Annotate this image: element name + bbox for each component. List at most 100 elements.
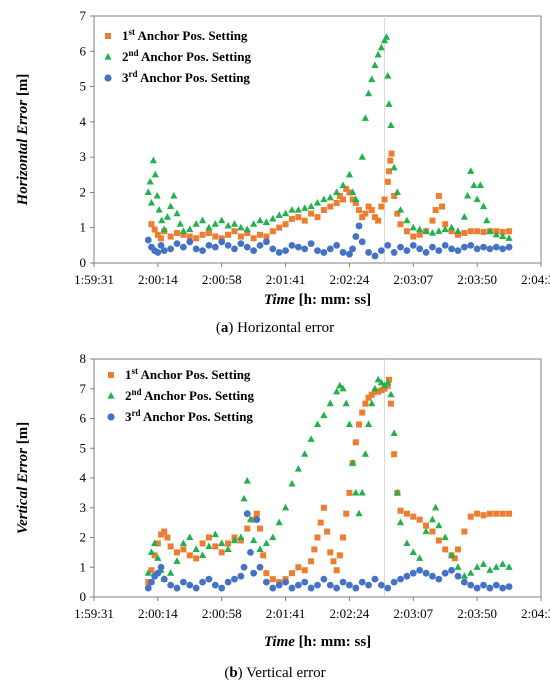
data-point bbox=[237, 537, 244, 544]
data-point bbox=[224, 241, 232, 249]
data-point bbox=[154, 249, 162, 256]
data-point bbox=[288, 206, 296, 213]
data-point bbox=[454, 572, 462, 580]
y-tick-label: 1 bbox=[80, 220, 87, 235]
data-point bbox=[163, 213, 172, 220]
data-point bbox=[454, 227, 462, 234]
data-point bbox=[448, 245, 455, 253]
data-point bbox=[403, 510, 410, 517]
data-point bbox=[244, 230, 251, 237]
data-point bbox=[384, 584, 392, 592]
data-point bbox=[403, 216, 411, 224]
data-point bbox=[186, 225, 194, 233]
data-point bbox=[358, 488, 366, 496]
data-point bbox=[386, 168, 393, 175]
data-point bbox=[320, 504, 327, 511]
data-point bbox=[314, 214, 321, 221]
plot-area bbox=[93, 358, 542, 598]
data-point bbox=[480, 243, 487, 251]
data-point bbox=[224, 545, 232, 552]
data-point bbox=[493, 510, 500, 517]
data-point bbox=[386, 376, 393, 383]
data-point bbox=[164, 534, 171, 541]
data-point bbox=[151, 539, 159, 547]
data-point bbox=[358, 153, 366, 160]
data-point bbox=[442, 221, 449, 228]
data-point bbox=[345, 170, 354, 178]
data-point bbox=[505, 583, 513, 590]
data-point bbox=[301, 204, 309, 211]
data-point bbox=[160, 247, 168, 255]
data-point bbox=[186, 233, 193, 240]
data-point bbox=[368, 207, 375, 214]
data-point bbox=[365, 581, 372, 589]
data-point bbox=[492, 581, 500, 589]
data-point bbox=[339, 181, 347, 188]
legend-entry: 3rd Anchor Pos. Setting bbox=[122, 69, 250, 85]
data-point bbox=[364, 420, 373, 428]
data-point bbox=[244, 525, 251, 532]
data-point bbox=[231, 228, 238, 235]
data-point bbox=[192, 220, 200, 227]
data-point bbox=[506, 228, 513, 235]
data-point bbox=[346, 250, 353, 258]
data-point bbox=[330, 558, 337, 565]
x-tick-label: 2:02:24 bbox=[330, 606, 370, 621]
data-point bbox=[390, 429, 398, 436]
data-point bbox=[151, 170, 159, 178]
data-point bbox=[390, 249, 398, 256]
data-point bbox=[167, 581, 175, 589]
data-point bbox=[146, 177, 154, 185]
data-point bbox=[505, 234, 513, 241]
data-point bbox=[365, 249, 372, 256]
data-point bbox=[384, 382, 391, 389]
data-point bbox=[454, 563, 462, 570]
data-point bbox=[157, 241, 165, 249]
data-point bbox=[333, 200, 340, 207]
data-point bbox=[403, 228, 410, 235]
data-point bbox=[294, 581, 302, 589]
data-point bbox=[212, 543, 219, 550]
data-point bbox=[492, 563, 500, 570]
data-point bbox=[301, 245, 309, 253]
data-point bbox=[396, 206, 405, 213]
y-tick-label: 4 bbox=[80, 114, 87, 129]
data-point bbox=[256, 216, 264, 224]
data-point bbox=[147, 199, 156, 206]
data-point bbox=[467, 167, 475, 174]
data-point bbox=[435, 575, 443, 583]
data-point bbox=[429, 572, 436, 580]
data-point bbox=[474, 228, 481, 235]
data-point bbox=[333, 387, 341, 395]
data-point bbox=[240, 563, 248, 571]
data-point bbox=[365, 394, 372, 401]
data-point bbox=[263, 238, 270, 246]
data-point bbox=[416, 245, 424, 253]
data-point bbox=[160, 575, 168, 583]
data-point bbox=[154, 554, 162, 561]
data-point bbox=[505, 563, 513, 570]
data-point bbox=[416, 225, 424, 233]
data-point bbox=[154, 231, 161, 238]
data-point bbox=[499, 560, 507, 567]
data-point bbox=[340, 534, 347, 541]
series-3 bbox=[144, 510, 513, 592]
data-point bbox=[333, 188, 341, 196]
data-point bbox=[333, 584, 341, 592]
data-point bbox=[167, 543, 174, 550]
legend-marker bbox=[107, 413, 115, 421]
data-point bbox=[461, 230, 468, 237]
panel-caption: (b) Vertical error bbox=[224, 665, 325, 681]
data-point bbox=[393, 188, 401, 196]
data-point bbox=[205, 575, 213, 583]
y-tick-label: 5 bbox=[80, 440, 87, 455]
data-point bbox=[368, 391, 375, 398]
data-point bbox=[256, 563, 264, 571]
data-point bbox=[359, 214, 366, 221]
data-point bbox=[340, 196, 347, 203]
data-point bbox=[349, 188, 357, 196]
data-point bbox=[237, 572, 245, 580]
data-point bbox=[192, 584, 200, 592]
data-point bbox=[352, 439, 359, 446]
data-point bbox=[428, 515, 437, 523]
